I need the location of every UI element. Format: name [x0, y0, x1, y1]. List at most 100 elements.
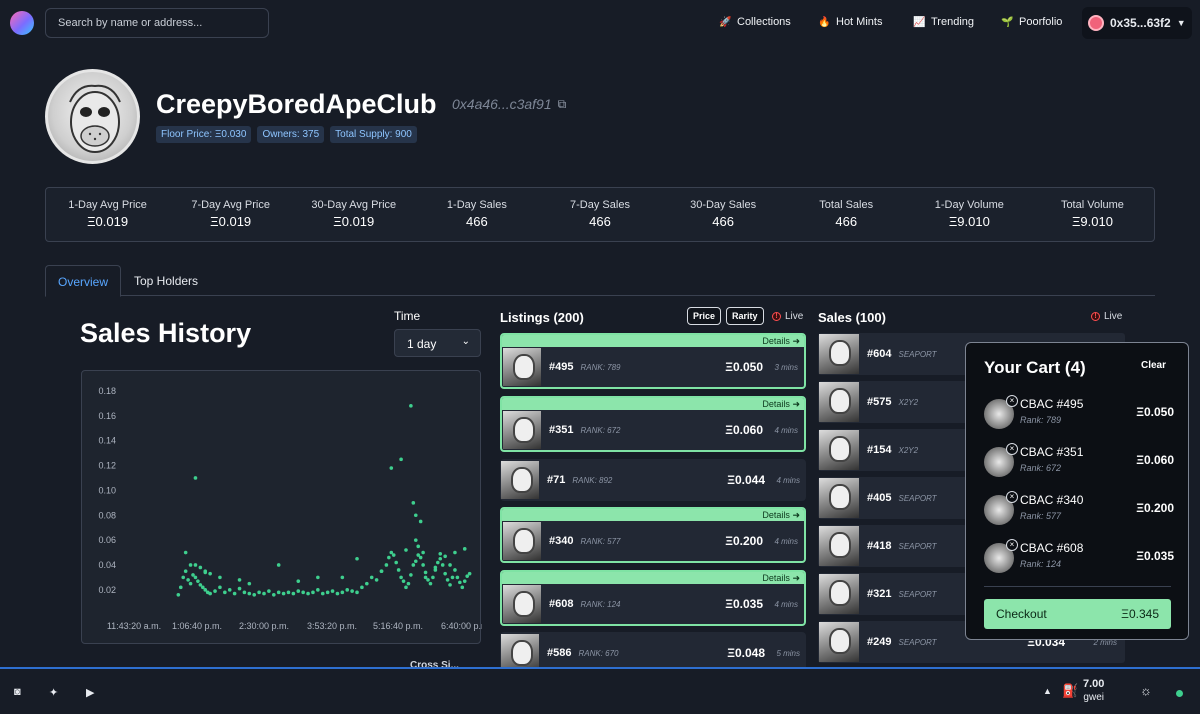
listing-card[interactable]: Details ➜ #351 RANK: 672 Ξ0.060 4 mins [500, 396, 806, 452]
remove-icon[interactable]: × [1006, 443, 1018, 455]
data-point [335, 591, 340, 596]
status-dot [1176, 690, 1183, 697]
data-point [183, 550, 188, 555]
data-point [286, 590, 291, 595]
tab-top-holders[interactable]: Top Holders [134, 274, 199, 288]
x-tick-label: 6:40:00 p.m. [441, 621, 482, 631]
data-point [355, 556, 359, 561]
data-point [418, 519, 423, 524]
sales-history-chart: 0.02 0.04 0.06 0.08 0.10 0.12 0.14 0.16 0.18 11:4… [81, 370, 482, 644]
arrow-right-icon: ➜ [792, 336, 800, 346]
data-point [218, 575, 222, 580]
x-tick-label: 11:43:20 a.m. [107, 621, 161, 631]
y-tick-label: 0.14 [98, 436, 116, 446]
data-point [193, 563, 198, 567]
collection-badges: Floor Price: Ξ0.030 Owners: 375 Total Su… [156, 126, 417, 143]
remove-icon[interactable]: × [1006, 539, 1018, 551]
x-tick-label: 5:16:40 p.m. [373, 621, 423, 631]
tab-overview[interactable]: Overview [45, 265, 122, 297]
details-link[interactable]: Details ➜ [502, 335, 804, 347]
sort-price-button[interactable]: Price [687, 307, 722, 325]
chevron-up-icon[interactable]: ▲ [1043, 686, 1052, 696]
x-tick-label: 3:53:20 p.m. [307, 621, 357, 631]
remove-icon[interactable]: × [1006, 491, 1018, 503]
sales-history-title: Sales History [80, 318, 252, 348]
fire-icon: 🔥 [818, 16, 831, 28]
data-point [276, 563, 281, 567]
copy-icon[interactable]: ⧉ [557, 96, 567, 111]
data-point [281, 591, 286, 596]
stat-item: 1-Day Volume Ξ9.010 [934, 199, 1004, 229]
listing-card[interactable]: #586 RANK: 670 Ξ0.048 5 mins [500, 632, 806, 672]
nav-hot-mints[interactable]: 🔥 Hot Mints [818, 16, 883, 28]
data-point [460, 585, 465, 590]
y-tick-label: 0.18 [98, 386, 116, 396]
contract-address[interactable]: 0x4a46...c3af91 ⧉ [452, 96, 567, 112]
listing-card[interactable]: Details ➜ #495 RANK: 789 Ξ0.050 3 mins [500, 333, 806, 389]
listing-card[interactable]: #71 RANK: 892 Ξ0.044 4 mins [500, 459, 806, 501]
twitter-icon[interactable]: ✦ [49, 687, 59, 699]
y-tick-label: 0.06 [98, 535, 116, 545]
wallet-avatar [1088, 15, 1104, 31]
footer-bar: ◙ ✦ ▶ ▲ ⛽ 7.00 gwei ☼ [0, 667, 1200, 714]
data-point [411, 501, 416, 505]
nav-collections[interactable]: 🚀 Collections [719, 16, 791, 28]
nft-thumbnail [819, 334, 859, 374]
time-label: Time [394, 309, 421, 323]
time-select[interactable]: 1 day ⌄ [394, 329, 481, 357]
wallet-button[interactable]: 0x35...63f2 ▼ [1082, 7, 1192, 39]
scatter-plot: 0.02 0.04 0.06 0.08 0.10 0.12 0.14 0.16 0.18 11:4… [98, 386, 482, 631]
plant-icon: 🌱 [1001, 16, 1014, 28]
data-point [418, 555, 423, 560]
data-point [271, 593, 276, 597]
data-point [462, 547, 467, 551]
data-point [401, 579, 406, 583]
data-point [306, 591, 310, 596]
search-input[interactable] [45, 8, 269, 38]
data-point [176, 593, 181, 597]
owners-badge: Owners: 375 [257, 126, 325, 143]
data-point [237, 578, 242, 582]
details-link[interactable]: Details ➜ [502, 398, 804, 410]
clear-cart-button[interactable]: Clear [1140, 360, 1166, 371]
data-point [369, 575, 374, 580]
data-point [389, 550, 394, 555]
data-point [406, 581, 411, 586]
remove-icon[interactable]: × [1006, 395, 1018, 407]
cart-panel: Your Cart (4) Clear × CBAC #495 Rank: 789 Ξ… [965, 342, 1189, 640]
sort-rarity-button[interactable]: Rarity [726, 307, 764, 325]
stat-item: 7-Day Avg Price Ξ0.019 [191, 199, 270, 229]
data-point [387, 555, 391, 560]
gas-pump-icon: ⛽ [1062, 683, 1079, 698]
youtube-icon[interactable]: ▶ [86, 687, 95, 699]
data-point [340, 590, 345, 595]
nav-trending[interactable]: 📈 Trending [913, 16, 975, 28]
listing-card[interactable]: Details ➜ #340 RANK: 577 Ξ0.200 4 mins [500, 507, 806, 563]
data-point [193, 575, 198, 580]
top-bar: 🚀Collections 🔥Hot Mints 📈Trending 🌱Poorf… [0, 0, 1200, 46]
data-point [421, 563, 425, 567]
data-point [178, 585, 183, 590]
data-point [374, 578, 379, 582]
sales-title: Sales (100) [818, 310, 886, 325]
data-point [455, 575, 460, 580]
discord-icon[interactable]: ◙ [14, 686, 21, 698]
data-point [360, 585, 364, 590]
stat-item: 1-Day Sales 466 [446, 199, 507, 229]
data-point [218, 585, 222, 590]
data-point [458, 580, 462, 585]
details-link[interactable]: Details ➜ [502, 572, 804, 584]
cart-item: × CBAC #340 Rank: 577 Ξ0.200 [984, 491, 1174, 527]
listing-card[interactable]: Details ➜ #608 RANK: 124 Ξ0.035 4 mins [500, 570, 806, 626]
nft-thumbnail [503, 411, 541, 449]
nav-poorfolio[interactable]: 🌱 Poorfolio [1001, 16, 1063, 28]
checkout-button[interactable]: Checkout Ξ0.345 [984, 599, 1171, 629]
app-logo[interactable] [10, 11, 34, 35]
stat-item: 30-Day Avg Price Ξ0.019 [311, 199, 397, 229]
tab-bar: Overview Top Holders [45, 265, 1155, 297]
data-point [181, 575, 186, 580]
details-link[interactable]: Details ➜ [502, 509, 804, 521]
x-tick-label: 2:30:00 p.m. [239, 621, 289, 631]
collection-name: CreepyBoredApeClub [156, 89, 437, 119]
theme-toggle-icon[interactable]: ☼ [1140, 683, 1152, 698]
